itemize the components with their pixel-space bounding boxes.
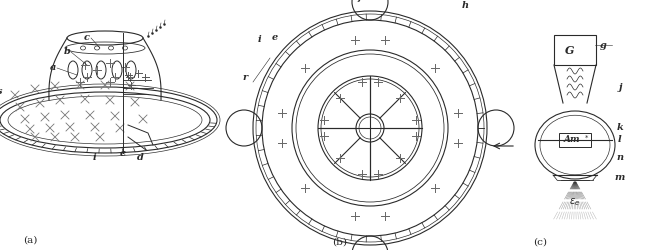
- Text: c: c: [84, 34, 90, 42]
- Text: (b): (b): [333, 238, 348, 246]
- Text: r: r: [243, 74, 248, 82]
- Text: s: s: [0, 88, 3, 96]
- Text: (a): (a): [23, 236, 37, 244]
- Text: m: m: [615, 172, 625, 182]
- Text: a: a: [50, 64, 56, 72]
- Text: Am: Am: [564, 136, 580, 144]
- Text: k: k: [617, 122, 623, 132]
- Text: i: i: [258, 36, 262, 44]
- Text: $\varepsilon_e$: $\varepsilon_e$: [569, 196, 580, 208]
- Bar: [554, 35, 596, 65]
- Text: e: e: [120, 150, 126, 158]
- Text: l: l: [618, 136, 622, 144]
- Text: d: d: [136, 154, 143, 162]
- Bar: [559, 133, 591, 147]
- Text: h: h: [462, 0, 469, 10]
- Text: n: n: [616, 152, 623, 162]
- Text: i: i: [93, 154, 97, 162]
- Text: *: *: [585, 135, 589, 141]
- Text: j: j: [618, 84, 622, 92]
- Text: f: f: [358, 0, 362, 2]
- Text: G: G: [565, 44, 575, 56]
- Text: (c): (c): [533, 238, 547, 246]
- Text: g: g: [600, 40, 606, 50]
- Text: b: b: [63, 48, 70, 56]
- Text: e: e: [272, 34, 278, 42]
